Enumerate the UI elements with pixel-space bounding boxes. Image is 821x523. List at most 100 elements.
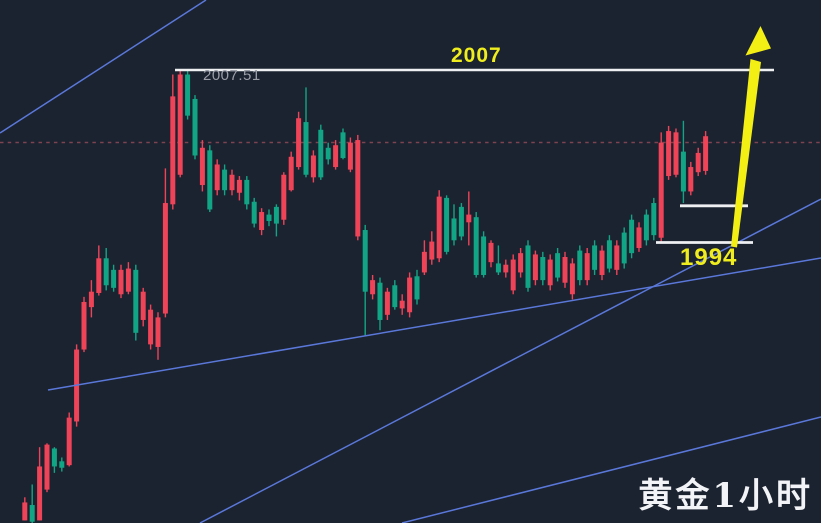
candle-body: [103, 258, 109, 286]
resistance-level-label: 2007: [451, 44, 502, 67]
candle-body: [133, 269, 139, 333]
candle-body: [259, 212, 265, 231]
candle-body: [310, 155, 316, 178]
candle-body: [66, 417, 72, 466]
candle-body: [540, 257, 546, 281]
candle-body: [281, 174, 287, 220]
candle-body: [125, 268, 131, 292]
candle-body: [651, 203, 657, 236]
candle-body: [185, 74, 191, 116]
breakout-arrow-head-icon[interactable]: [745, 26, 772, 56]
candle-body: [207, 150, 213, 210]
candle-body: [695, 152, 701, 173]
candle-body: [377, 282, 383, 320]
candle-body: [384, 291, 390, 315]
candle-body: [503, 264, 509, 273]
candle-body: [688, 167, 694, 192]
candle-body: [555, 253, 561, 278]
candle-body: [444, 197, 450, 252]
candle-body: [429, 241, 435, 260]
candle-body: [59, 461, 65, 468]
candle-body: [266, 214, 272, 222]
trendline-lower-rising[interactable]: [401, 416, 821, 523]
candle-body: [614, 245, 620, 270]
candle-body: [584, 253, 590, 281]
candle-body: [318, 129, 324, 178]
candle-body: [37, 466, 43, 521]
candle-body: [347, 142, 353, 170]
candle-body: [592, 245, 598, 270]
candle-body: [296, 118, 302, 168]
candle-body: [451, 218, 457, 241]
candle-body: [518, 253, 524, 273]
candle-body: [466, 214, 472, 223]
candle-body: [666, 131, 672, 177]
watermark-title: 黄金1小时: [638, 476, 813, 516]
candle-body: [370, 280, 376, 295]
candle-body: [81, 301, 87, 350]
candle-body: [458, 206, 464, 237]
candle-body: [155, 317, 161, 347]
candle-body: [658, 142, 664, 238]
candle-body: [643, 214, 649, 241]
candle-body: [577, 250, 583, 281]
candle-body: [118, 269, 124, 295]
candle-body: [88, 291, 94, 308]
trendline-long-support[interactable]: [47, 257, 821, 391]
candle-body: [111, 269, 117, 288]
candle-body: [495, 263, 501, 273]
support-level-label: 1994: [680, 244, 738, 271]
candle-body: [22, 502, 28, 521]
candle-body: [355, 140, 361, 237]
candle-body: [525, 245, 531, 288]
candle-body: [510, 259, 516, 291]
candle-body: [532, 254, 538, 281]
candle-body: [392, 285, 398, 308]
candle-body: [333, 145, 339, 168]
candle-body: [236, 179, 242, 193]
candle-body: [606, 240, 612, 269]
candle-body: [673, 132, 679, 175]
candle-body: [547, 259, 553, 286]
candle-body: [473, 217, 479, 275]
candle-body: [192, 98, 198, 156]
candle-body: [96, 258, 102, 293]
candle-body: [273, 206, 279, 224]
candle-body: [407, 277, 413, 313]
trendline-upper-channel[interactable]: [0, 0, 207, 134]
candle-body: [414, 276, 420, 300]
candle-body: [51, 448, 57, 467]
candle-body: [629, 219, 635, 254]
candle-body: [29, 505, 35, 522]
candle-body: [288, 156, 294, 191]
candle-body: [636, 227, 642, 249]
candle-body: [44, 444, 50, 490]
candle-body: [436, 196, 442, 259]
candle-body: [680, 151, 686, 192]
candle-body: [214, 164, 220, 191]
trendline-rising-steep[interactable]: [199, 198, 821, 523]
candle-body: [621, 232, 627, 264]
candle-body: [148, 309, 154, 345]
breakout-arrow-shaft[interactable]: [731, 59, 761, 248]
candle-body: [569, 263, 575, 295]
candle-body: [199, 147, 205, 186]
candle-body: [488, 242, 494, 263]
candle-body: [703, 136, 709, 171]
candle-body: [251, 201, 257, 224]
candle-body: [481, 236, 487, 275]
candle-body: [421, 251, 427, 273]
resistance-price-value: 2007.51: [203, 67, 261, 84]
candle-body: [140, 291, 146, 320]
candle-body: [170, 96, 176, 205]
candle-body: [303, 122, 309, 175]
candle-body: [362, 230, 368, 292]
candle-body: [340, 132, 346, 159]
candle-body: [177, 74, 183, 175]
candle-body: [229, 174, 235, 191]
candle-body: [222, 169, 228, 191]
candle-body: [162, 203, 168, 314]
candle-body: [325, 147, 331, 160]
